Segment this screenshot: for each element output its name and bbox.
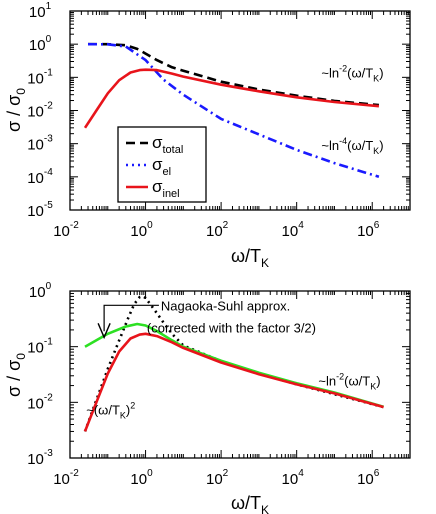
y-tick-label: 100 [29,281,52,301]
y-tick-label: 10-5 [27,200,53,220]
x-tick-label: 10-2 [53,468,79,488]
series-line-1 [88,42,380,107]
series-line-3 [83,332,384,432]
series-line-2 [87,42,380,179]
series-line-1 [83,295,384,432]
y-tick-label: 10-2 [27,101,53,121]
y-axis-label: σ / σ0 [4,353,28,397]
x-tick-label: 106 [357,468,380,488]
note-line-2: (corrected with the factor 3/2) [147,320,316,335]
legend-label-1: σtotal [152,133,183,156]
annotation-2: ~(ω/TK)2 [86,401,135,421]
x-axis-label: ω/TK [231,246,269,270]
y-tick-label: 10-4 [27,167,53,187]
note-line-1: Nagaoka-Suhl approx. [161,298,290,313]
note-arrowhead [97,323,111,340]
x-axis-label: ω/TK [231,493,269,514]
series-line-3 [83,68,380,129]
legend-label-2: σel [152,155,171,178]
x-tick-label: 102 [206,468,229,488]
y-tick-label: 101 [29,1,52,21]
y-tick-label: 10-2 [27,392,53,412]
x-tick-label: 100 [130,220,153,240]
y-tick-label: 10-1 [27,67,53,87]
note-bracket [103,304,159,332]
plot-frame [69,290,411,459]
series-group [83,295,384,432]
x-tick-label: 104 [282,220,305,240]
x-tick-label: 10-2 [53,220,79,240]
y-tick-label: 100 [29,34,52,54]
annotation-1: ~ln-2(ω/TK) [321,63,383,83]
x-tick-label: 106 [357,220,380,240]
plot-frame [69,10,411,211]
series-group [83,42,380,179]
y-tick-label: 10-1 [27,337,53,357]
y-tick-label: 10-3 [27,134,53,154]
nagaoka-note: Nagaoka-Suhl approx. (corrected with the … [97,298,316,340]
x-tick-label: 102 [206,220,229,240]
annotation-1: ~ln-2(ω/TK) [318,372,380,392]
x-tick-label: 100 [130,468,153,488]
legend-label-3: σinel [152,177,180,200]
chart-panel-1: 10-2 100 102 104 106 10-5 10-4 10-3 10-2 10-1 100 1… [4,1,411,270]
y-axis-label: σ / σ0 [4,88,28,132]
y-tick-label: 10-3 [27,448,53,468]
annotation-2: ~ln-4(ω/TK) [321,136,383,156]
x-tick-label: 104 [282,468,305,488]
